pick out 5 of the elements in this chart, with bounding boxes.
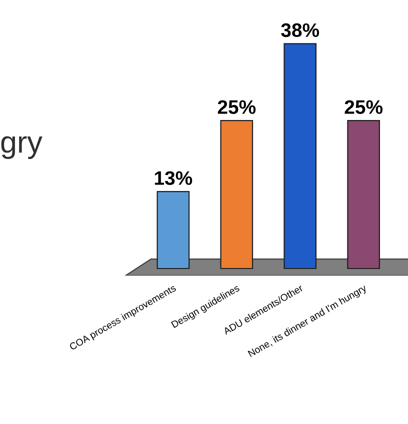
text: gry (1, 136, 42, 159)
data-label: 25% (344, 100, 383, 114)
data-label: 38% (281, 23, 320, 38)
data-label: 13% (154, 171, 192, 185)
data-label: 25% (218, 100, 256, 114)
